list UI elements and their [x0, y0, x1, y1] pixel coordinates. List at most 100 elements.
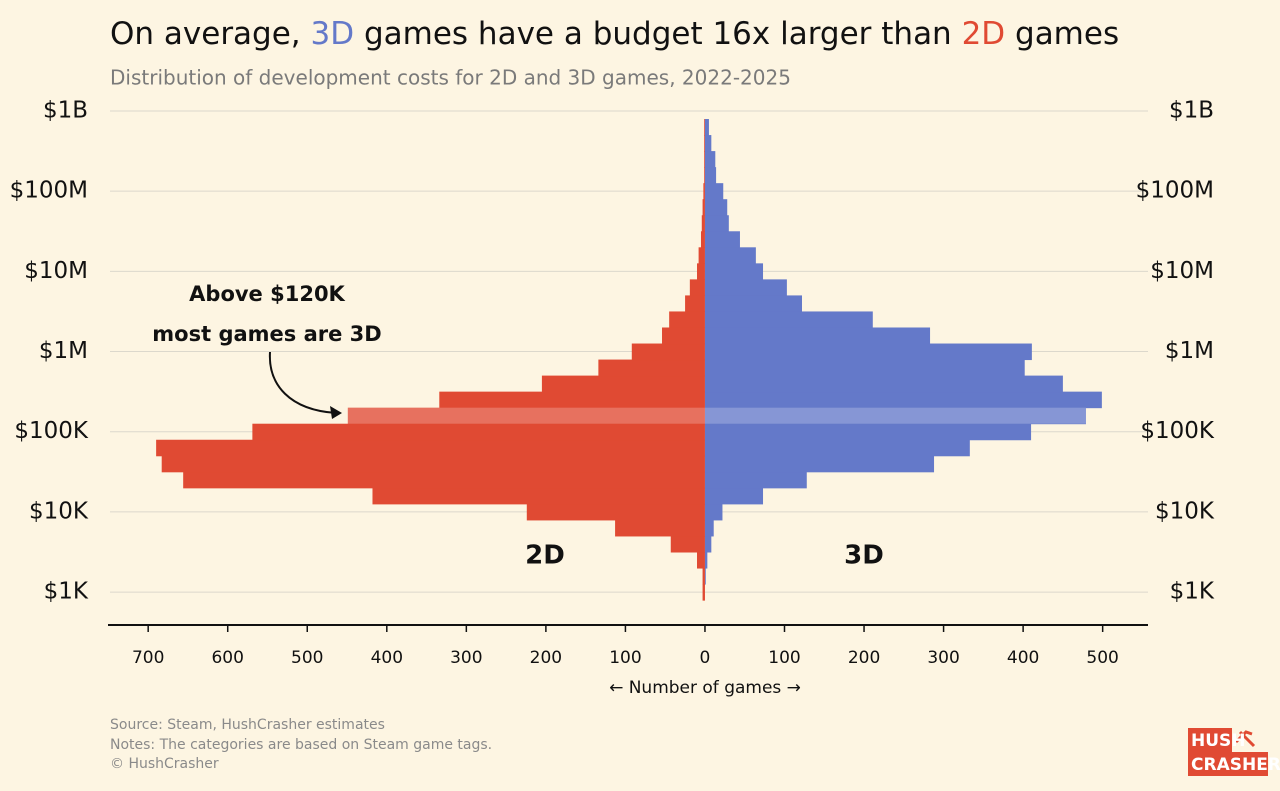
- footer-copyright: © HushCrasher: [110, 756, 219, 772]
- bar: [670, 535, 705, 553]
- chart-subtitle: Distribution of development costs for 2D…: [110, 66, 791, 90]
- x-tick-label: 300: [927, 648, 959, 668]
- bar: [704, 263, 764, 280]
- bar: [704, 295, 802, 312]
- y-tick-label: $1M: [1165, 338, 1214, 364]
- annotation: Above $120K: [189, 282, 345, 306]
- y-tick-label: $10M: [1150, 258, 1214, 284]
- x-tick-label: 500: [1086, 648, 1118, 668]
- x-tick-label: 100: [768, 648, 800, 668]
- y-tick-label: $1K: [44, 579, 89, 605]
- footer-source: Source: Steam, HushCrasher estimates: [110, 717, 385, 733]
- highlight-band: [347, 407, 1086, 424]
- bar: [541, 375, 705, 393]
- annotation-arrow: [268, 351, 337, 414]
- bar: [704, 327, 931, 345]
- bar: [704, 247, 756, 264]
- bar: [685, 295, 705, 312]
- bar: [704, 503, 723, 521]
- bar: [704, 423, 1032, 441]
- bar: [615, 519, 705, 537]
- y-tick-label: $1B: [43, 98, 88, 124]
- bar: [704, 343, 1032, 361]
- title-part: On average,: [110, 16, 311, 52]
- bar: [704, 183, 724, 200]
- bar: [439, 391, 705, 409]
- bar: [704, 119, 705, 136]
- bar: [704, 151, 716, 168]
- bar: [704, 535, 712, 553]
- bar: [704, 359, 1025, 377]
- bar: [669, 311, 705, 328]
- y-tick-label: $10K: [1155, 498, 1215, 524]
- bar: [183, 471, 705, 489]
- y-tick-label: $1K: [1170, 579, 1215, 605]
- bar: [704, 552, 708, 569]
- bar: [704, 167, 705, 184]
- bar: [704, 455, 935, 473]
- series-label: 3D: [844, 541, 884, 571]
- bar: [700, 231, 705, 248]
- bar: [704, 215, 729, 232]
- title-part: 2D: [962, 16, 1006, 52]
- x-axis-label: ← Number of games →: [609, 678, 801, 698]
- bar: [702, 584, 705, 601]
- bar: [704, 119, 709, 136]
- x-tick-label: 100: [609, 648, 641, 668]
- annotation-arrowhead: [330, 406, 342, 419]
- bar: [697, 552, 705, 569]
- bar: [161, 455, 705, 473]
- x-tick-label: 400: [1007, 648, 1039, 668]
- series-label: 2D: [525, 541, 565, 571]
- bar: [704, 519, 714, 537]
- footer-notes: Notes: The categories are based on Steam…: [110, 737, 492, 753]
- y-tick-label: $100M: [1136, 178, 1214, 204]
- logo-block: [1188, 728, 1232, 752]
- bar: [704, 167, 717, 184]
- logo-block: [1188, 752, 1268, 776]
- bar: [689, 279, 705, 296]
- x-tick-label: 0: [700, 648, 711, 668]
- y-tick-label: $1B: [1169, 98, 1214, 124]
- x-tick-label: 200: [530, 648, 562, 668]
- title-part: games have a budget 16x larger than: [354, 16, 961, 52]
- bar: [704, 135, 705, 152]
- bar: [156, 439, 705, 457]
- x-tick-label: 200: [848, 648, 880, 668]
- x-tick-label: 700: [132, 648, 164, 668]
- annotation: most games are 3D: [152, 322, 381, 346]
- bar: [631, 343, 705, 361]
- y-tick-label: $1M: [39, 338, 88, 364]
- bar: [704, 568, 706, 585]
- y-tick-label: $100K: [14, 418, 89, 444]
- bar: [701, 215, 705, 232]
- y-tick-label: $100M: [10, 178, 88, 204]
- bar: [704, 471, 807, 489]
- logo-text: CRASHER: [1191, 755, 1280, 775]
- x-tick-label: 500: [291, 648, 323, 668]
- bar: [698, 247, 705, 264]
- bar: [526, 503, 705, 521]
- bar: [662, 327, 705, 345]
- bar: [704, 439, 970, 457]
- bar: [704, 391, 1102, 409]
- bar: [702, 199, 705, 216]
- bar: [598, 359, 705, 377]
- bar: [704, 407, 1086, 425]
- bar: [702, 568, 705, 585]
- bar: [704, 311, 873, 328]
- x-tick-label: 300: [450, 648, 482, 668]
- bar: [704, 375, 1063, 393]
- y-tick-label: $10K: [29, 498, 89, 524]
- x-tick-label: 400: [371, 648, 403, 668]
- bar: [347, 407, 705, 425]
- y-tick-label: $100K: [1140, 418, 1215, 444]
- x-tick-label: 600: [211, 648, 243, 668]
- bar: [252, 423, 705, 441]
- bar: [704, 487, 764, 505]
- bar: [704, 135, 712, 152]
- logo-text: HUSH: [1191, 731, 1246, 751]
- bar: [704, 151, 705, 168]
- title-part: games: [1005, 16, 1119, 52]
